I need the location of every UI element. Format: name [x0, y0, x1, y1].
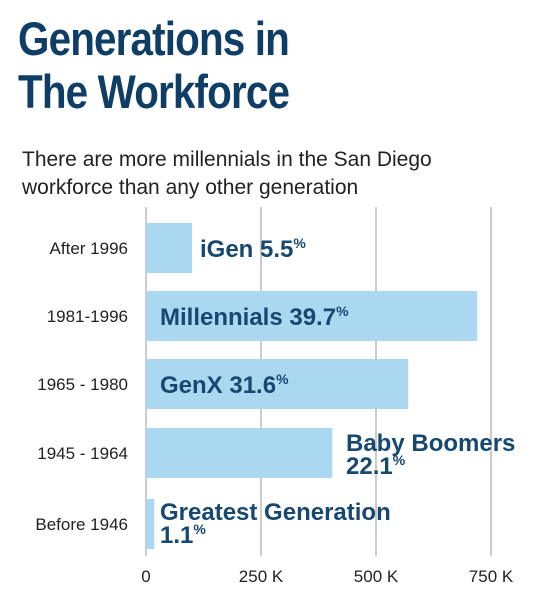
- category-label: 1965 - 1980: [37, 375, 128, 394]
- x-tick-label: 250 K: [239, 567, 284, 586]
- x-tick-label: 750 K: [469, 567, 514, 586]
- bar: [146, 223, 192, 273]
- bar: [146, 428, 333, 478]
- bar-data-label: iGen 5.5%: [200, 235, 306, 263]
- title-line-2: The Workforce: [18, 65, 290, 118]
- bar-label-text: iGen 5.5%: [200, 235, 306, 263]
- category-label: Before 1946: [35, 515, 128, 534]
- bar: [146, 359, 409, 409]
- bar-label-text: GenX 31.6%: [160, 371, 289, 399]
- category-label: 1945 - 1964: [37, 444, 128, 463]
- title-line-1: Generations in: [18, 12, 290, 65]
- bar: [146, 499, 155, 549]
- bar-data-label: Millennials 39.7%: [160, 303, 349, 331]
- bar-label-text: Baby Boomers: [346, 430, 515, 457]
- bar-data-label: GenX 31.6%: [160, 371, 289, 399]
- category-label: 1981-1996: [47, 307, 128, 326]
- bar: [146, 291, 478, 341]
- chart-title: Generations in The Workforce: [18, 12, 457, 118]
- x-tick-label: 0: [141, 567, 150, 586]
- subtitle-line-1: There are more millennials in the San Di…: [22, 148, 432, 171]
- bar-label-text: 22.1%: [346, 452, 406, 480]
- bar-label-text: Greatest Generation: [160, 499, 391, 526]
- category-label: After 1996: [50, 239, 128, 258]
- bar-label-text: Millennials 39.7%: [160, 303, 349, 331]
- x-tick-label: 500 K: [354, 567, 399, 586]
- chart-subtitle: There are more millennials in the San Di…: [22, 146, 522, 202]
- subtitle-line-2: workforce than any other generation: [22, 176, 359, 199]
- bar-label-text: 1.1%: [160, 521, 206, 549]
